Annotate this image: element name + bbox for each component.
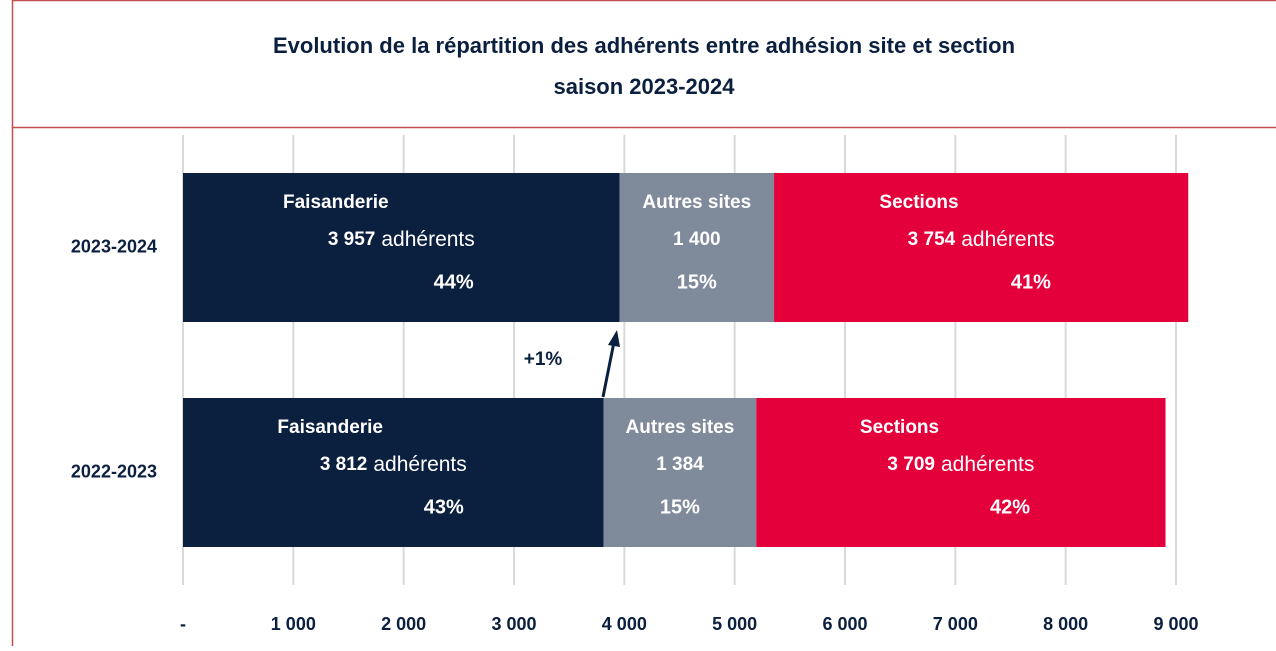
segment-name: Autres sites <box>626 417 735 438</box>
x-tick-label: 6 000 <box>822 614 867 634</box>
value-number: 1 400 <box>673 229 721 250</box>
category-label: 2023-2024 <box>71 236 157 256</box>
title-box <box>13 1 1276 128</box>
value-label: 3 709 adhérents <box>887 453 1034 476</box>
x-tick-label: 4 000 <box>602 614 647 634</box>
segment-name: Sections <box>879 192 958 213</box>
value-number: 3 709 <box>887 454 935 475</box>
annotation: +1% <box>524 349 563 370</box>
chart-title: Evolution de la répartition des adhérent… <box>273 33 1015 58</box>
segment-name: Faisanderie <box>283 192 389 213</box>
chart-subtitle: saison 2023-2024 <box>553 74 735 99</box>
share-label: 42% <box>990 496 1030 518</box>
value-number: 3 812 <box>320 454 368 475</box>
value-number: 3 957 <box>328 229 376 250</box>
value-number: 3 754 <box>908 229 956 250</box>
x-tick-label: 3 000 <box>491 614 536 634</box>
x-tick-label: 7 000 <box>933 614 978 634</box>
share-label: 15% <box>660 496 700 518</box>
segment-name: Autres sites <box>642 192 751 213</box>
arrow <box>603 342 614 397</box>
arrow-head <box>608 330 620 347</box>
category-label: 2022-2023 <box>71 461 157 481</box>
segment-name: Faisanderie <box>277 417 383 438</box>
share-label: 44% <box>434 271 474 293</box>
x-tick-label: 8 000 <box>1043 614 1088 634</box>
value-unit: adhérents <box>381 228 474 251</box>
share-label: 41% <box>1011 271 1051 293</box>
segment-name: Sections <box>860 417 939 438</box>
value-unit: adhérents <box>941 453 1034 476</box>
value-label: 1 400 <box>673 229 721 250</box>
value-number: 1 384 <box>656 454 704 475</box>
x-tick-label: - <box>180 614 186 634</box>
x-tick-label: 2 000 <box>381 614 426 634</box>
value-label: 1 384 <box>656 454 704 475</box>
x-tick-label: 5 000 <box>712 614 757 634</box>
share-label: 15% <box>677 271 717 293</box>
x-tick-label: 9 000 <box>1153 614 1198 634</box>
share-label: 43% <box>424 496 464 518</box>
x-tick-label: 1 000 <box>271 614 316 634</box>
value-unit: adhérents <box>373 453 466 476</box>
value-unit: adhérents <box>961 228 1054 251</box>
